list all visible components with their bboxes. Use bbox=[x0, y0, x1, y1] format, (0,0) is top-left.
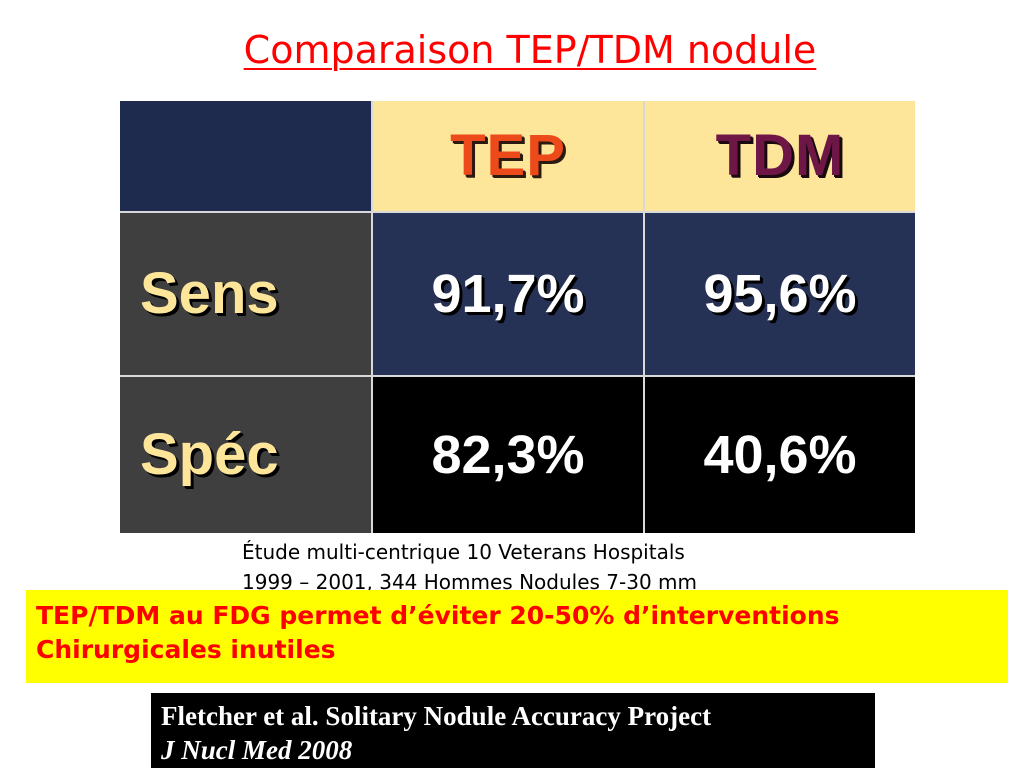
row-label-cell-sens: Sens bbox=[120, 213, 371, 375]
header-cell-tep: TEP bbox=[373, 101, 643, 211]
row-label-spec: Spéc bbox=[140, 422, 279, 487]
value-spec-tdm: 40,6% bbox=[703, 425, 857, 485]
value-sens-tep: 91,7% bbox=[431, 264, 585, 324]
citation-box: Fletcher et al. Solitary Nodule Accuracy… bbox=[151, 693, 875, 768]
header-tep: TEP bbox=[450, 123, 566, 188]
conclusion-callout: TEP/TDM au FDG permet d’éviter 20-50% d’… bbox=[26, 590, 1008, 683]
row-label-cell-spec: Spéc bbox=[120, 377, 371, 533]
citation-journal: J Nucl Med 2008 bbox=[161, 735, 353, 765]
study-note-line-1: Étude multi-centrique 10 Veterans Hospit… bbox=[242, 540, 685, 564]
slide-title: Comparaison TEP/TDM nodule bbox=[243, 28, 817, 72]
value-cell-sens-tdm: 95,6% bbox=[645, 213, 915, 375]
value-cell-sens-tep: 91,7% bbox=[373, 213, 643, 375]
value-sens-tdm: 95,6% bbox=[703, 264, 857, 324]
header-tdm: TDM bbox=[715, 123, 845, 188]
table-corner-cell bbox=[120, 101, 371, 211]
study-note: Étude multi-centrique 10 Veterans Hospit… bbox=[242, 537, 697, 597]
value-cell-spec-tep: 82,3% bbox=[373, 377, 643, 533]
citation-authors: Fletcher et al. Solitary Nodule Accuracy… bbox=[161, 701, 712, 731]
callout-line-1: TEP/TDM au FDG permet d’éviter 20-50% d’… bbox=[36, 601, 840, 630]
value-cell-spec-tdm: 40,6% bbox=[645, 377, 915, 533]
row-label-sens: Sens bbox=[140, 261, 279, 326]
header-cell-tdm: TDM bbox=[645, 101, 915, 211]
comparison-table: TEP TDM Sens 91,7% 95,6% Spéc 82,3% 40,6… bbox=[120, 101, 915, 533]
callout-line-2: Chirurgicales inutiles bbox=[36, 635, 336, 664]
value-spec-tep: 82,3% bbox=[431, 425, 585, 485]
